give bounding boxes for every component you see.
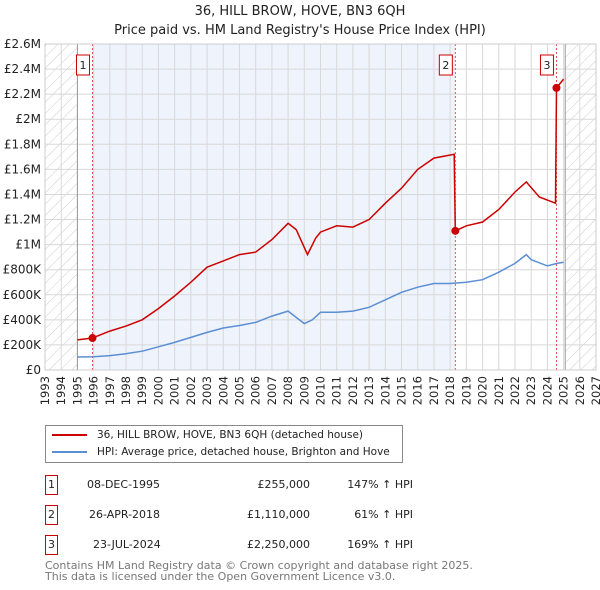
legend-label-hpi: HPI: Average price, detached house, Brig… <box>97 446 390 458</box>
y-tick-label: £600K <box>3 288 43 302</box>
x-tick-label: 2007 <box>265 376 279 405</box>
x-tick-label: 2010 <box>314 376 328 405</box>
y-tick-label: £1.8M <box>4 137 41 151</box>
x-tick-label: 2025 <box>557 376 571 405</box>
sale-point <box>451 226 460 235</box>
sale-marker-label: 2 <box>45 505 58 525</box>
hatch-after-data <box>565 44 596 370</box>
y-tick-label: £1M <box>15 238 41 252</box>
x-tick-label: 2023 <box>524 376 538 405</box>
sale-period-band <box>92 44 456 370</box>
x-tick-label: 2003 <box>200 376 214 405</box>
plot-area: 1993 1994 1995 1996 1997 1998 1999 2000 2001 2002… <box>3 37 600 405</box>
x-tick-label: 2026 <box>573 376 587 405</box>
x-tick-label: 2013 <box>362 376 376 405</box>
x-tick-label: 2018 <box>443 376 457 405</box>
chart-subtitle: Price paid vs. HM Land Registry's House … <box>114 23 486 38</box>
y-tick-label: £2.6M <box>4 37 41 51</box>
footer: Contains HM Land Registry data © Crown c… <box>45 560 473 582</box>
x-tick-label: 1999 <box>135 376 149 405</box>
footer-line1: Contains HM Land Registry data © Crown c… <box>45 559 473 572</box>
x-tick-label: 2002 <box>184 376 198 405</box>
x-tick-label: 2016 <box>411 376 425 405</box>
y-tick-label: £2M <box>15 112 41 126</box>
sale-label: 2 <box>442 59 449 72</box>
legend-label-price: 36, HILL BROW, HOVE, BN3 6QH (detached h… <box>97 429 364 441</box>
x-tick-label: 2021 <box>492 376 506 405</box>
x-tick-label: 2015 <box>395 376 409 405</box>
plot-border <box>44 43 597 371</box>
sale-price: £255,000 <box>257 478 311 491</box>
x-tick-label: 1996 <box>87 376 101 405</box>
sale-label-box <box>75 54 90 76</box>
legend-swatch-hpi <box>52 451 87 453</box>
x-tick-label: 2006 <box>249 376 263 405</box>
sale-date: 26-APR-2018 <box>89 508 161 521</box>
x-tick-label: 2004 <box>216 376 230 405</box>
y-tick-label: £1.2M <box>4 213 41 227</box>
sale-marker-label: 1 <box>45 475 58 495</box>
x-tick-label: 2008 <box>281 376 295 405</box>
x-tick-label: 2022 <box>508 376 522 405</box>
sale-hpi: 169% ↑ HPI <box>347 538 413 551</box>
x-tick-label: 2020 <box>476 376 490 405</box>
sale-label: 1 <box>79 59 86 72</box>
x-tick-label: 1998 <box>119 376 133 405</box>
sale-hpi: 147% ↑ HPI <box>347 478 413 491</box>
sale-price: £1,110,000 <box>247 508 310 521</box>
x-tick-label: 1995 <box>70 376 84 405</box>
sale-hpi: 61% ↑ HPI <box>354 508 413 521</box>
x-tick-label: 2014 <box>378 376 392 405</box>
sale-marker-label: 3 <box>45 535 58 555</box>
footer-line2: This data is licensed under the Open Gov… <box>45 570 396 583</box>
sale-row: 1 08-DEC-1995 £255,000 147% ↑ HPI <box>45 475 445 495</box>
y-tick-label: £2.4M <box>4 62 41 76</box>
sale-point <box>88 334 97 343</box>
sale-label-box <box>438 54 453 76</box>
sale-point <box>552 83 561 92</box>
legend-swatch-price <box>52 434 87 436</box>
y-tick-label: £800K <box>3 263 43 277</box>
y-tick-label: £200K <box>3 338 43 352</box>
x-tick-label: 2017 <box>427 376 441 405</box>
y-tick-label: £2.2M <box>4 87 41 101</box>
sale-price: £2,250,000 <box>247 538 310 551</box>
x-tick-label: 2000 <box>151 376 165 405</box>
x-tick-label: 2027 <box>589 376 600 405</box>
sale-date: 08-DEC-1995 <box>87 478 161 491</box>
series-line <box>77 78 565 341</box>
sale-label: 3 <box>543 59 550 72</box>
x-tick-label: 2011 <box>330 376 344 405</box>
x-tick-label: 1993 <box>38 376 52 405</box>
sale-row: 2 26-APR-2018 £1,110,000 61% ↑ HPI <box>45 505 445 525</box>
sale-label-box <box>539 54 554 76</box>
sale-date: 23-JUL-2024 <box>93 538 161 551</box>
legend: 36, HILL BROW, HOVE, BN3 6QH (detached h… <box>45 425 403 463</box>
y-tick-label: £400K <box>3 313 43 327</box>
y-tick-label: £1.4M <box>4 187 41 201</box>
x-tick-label: 2012 <box>346 376 360 405</box>
x-tick-label: 2001 <box>168 376 182 405</box>
x-tick-label: 2009 <box>297 376 311 405</box>
sale-row: 3 23-JUL-2024 £2,250,000 169% ↑ HPI <box>45 535 445 555</box>
chart-title: 36, HILL BROW, HOVE, BN3 6QH <box>194 4 406 19</box>
x-tick-label: 2024 <box>540 376 554 405</box>
x-tick-label: 2005 <box>232 376 246 405</box>
x-tick-label: 2019 <box>459 376 473 405</box>
x-tick-label: 1994 <box>54 376 68 405</box>
y-tick-label: £0 <box>26 363 41 377</box>
series-line <box>77 253 564 358</box>
y-tick-label: £1.6M <box>4 162 41 176</box>
x-tick-label: 1997 <box>103 376 117 405</box>
